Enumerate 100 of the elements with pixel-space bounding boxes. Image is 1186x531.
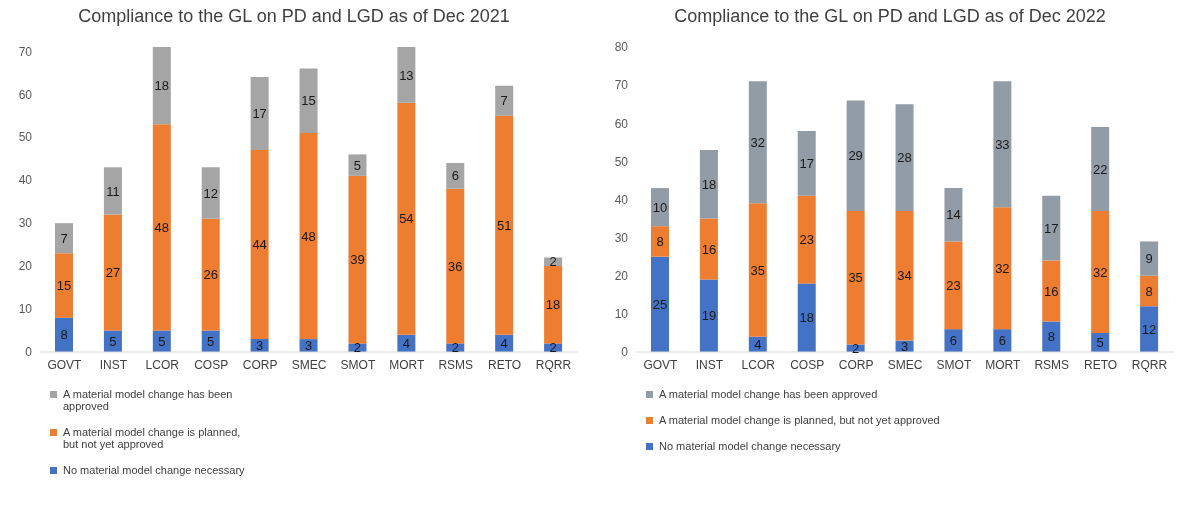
y-tick-label: 40 <box>18 173 33 188</box>
data-label: 8 <box>1145 283 1153 299</box>
data-label: 2 <box>549 340 557 356</box>
legend-label: No material model change necessary <box>63 464 245 476</box>
y-tick-label: 70 <box>18 44 33 59</box>
data-label: 28 <box>897 150 912 166</box>
x-tick-label: RETO <box>1084 357 1118 372</box>
bar <box>993 81 1012 208</box>
data-label: 35 <box>750 262 766 278</box>
data-label: 39 <box>350 252 365 268</box>
y-tick-label: 60 <box>614 116 629 131</box>
y-tick-label: 20 <box>18 259 33 274</box>
x-tick-label: CORP <box>838 357 874 372</box>
bar <box>651 188 669 227</box>
legend-label: A material model change has been approved <box>659 388 878 400</box>
y-tick-label: 60 <box>18 87 33 102</box>
data-label: 32 <box>1092 264 1108 280</box>
bar <box>699 218 718 280</box>
data-label: 4 <box>500 336 508 352</box>
chart-title: Compliance to the GL on PD and LGD as of Dec 2022 <box>673 6 1107 27</box>
bar <box>495 115 514 335</box>
x-tick-label: INST <box>99 357 128 372</box>
bar <box>348 154 367 176</box>
data-label: 12 <box>1141 321 1157 337</box>
x-tick-label: GOVT <box>643 357 679 372</box>
data-label: 7 <box>500 93 508 109</box>
x-tick-label: MORT <box>985 357 1022 372</box>
data-label: 17 <box>1044 220 1059 236</box>
data-label: 32 <box>995 260 1010 276</box>
bar <box>152 124 171 331</box>
data-label: 48 <box>154 220 170 236</box>
bar <box>201 218 220 331</box>
x-tick-label: RQRR <box>535 357 572 372</box>
legend-label: A material model change is planned, but not yet approved <box>63 426 242 450</box>
x-tick-label: MORT <box>389 357 426 372</box>
data-label: 10 <box>652 199 668 215</box>
bar <box>397 47 416 103</box>
data-label: 29 <box>848 148 863 164</box>
x-tick-label: GOVT <box>47 357 83 372</box>
x-tick-label: RSMS <box>438 357 474 372</box>
y-tick-label: 10 <box>614 307 629 322</box>
bar <box>201 167 220 219</box>
x-tick-label: COSP <box>194 357 229 372</box>
bar <box>651 256 669 352</box>
bar <box>846 210 865 345</box>
data-label: 25 <box>652 296 668 312</box>
data-label: 5 <box>158 333 166 349</box>
bar <box>446 188 465 344</box>
data-label: 6 <box>451 168 459 184</box>
data-label: 23 <box>946 277 961 293</box>
chart-title: Compliance to the GL on PD and LGD as of Dec 2021 <box>77 6 511 27</box>
data-label: 3 <box>256 338 264 354</box>
x-tick-label: LCOR <box>741 357 776 372</box>
data-label: 18 <box>545 297 561 313</box>
x-tick-label: COSP <box>790 357 825 372</box>
data-label: 14 <box>946 207 961 223</box>
data-label: 23 <box>799 232 814 248</box>
y-tick-label: 20 <box>614 269 629 284</box>
data-label: 2 <box>451 340 459 356</box>
data-label: 22 <box>1092 161 1108 177</box>
data-label: 6 <box>949 333 958 349</box>
x-tick-label: RQRR <box>1131 357 1168 372</box>
bar <box>797 195 816 284</box>
bar <box>250 150 269 340</box>
y-tick-label: 80 <box>614 40 629 55</box>
bar <box>495 85 514 116</box>
data-label: 18 <box>799 310 814 326</box>
x-tick-label: LCOR <box>145 357 180 372</box>
y-tick-label: 0 <box>25 345 33 360</box>
bar <box>944 188 963 242</box>
bar <box>103 167 122 215</box>
bar <box>299 68 318 133</box>
x-tick-label: RSMS <box>1034 357 1070 372</box>
legend-label: No material model change necessary <box>659 440 841 452</box>
bar <box>299 132 318 340</box>
data-label: 5 <box>207 333 215 349</box>
data-label: 11 <box>106 183 120 199</box>
data-label: 5 <box>109 333 117 349</box>
data-label: 36 <box>448 258 463 274</box>
data-label: 4 <box>402 336 410 352</box>
data-label: 15 <box>301 93 316 109</box>
data-label: 51 <box>496 217 512 233</box>
bar <box>699 149 718 219</box>
x-tick-label: SMOT <box>936 357 972 372</box>
y-tick-label: 40 <box>614 192 629 207</box>
bar <box>446 162 465 189</box>
bar <box>699 279 718 352</box>
y-tick-label: 50 <box>614 154 629 169</box>
data-label: 3 <box>900 338 909 354</box>
data-label: 18 <box>701 176 717 192</box>
y-tick-label: 30 <box>614 230 629 245</box>
bar <box>797 283 816 352</box>
bar <box>152 47 171 125</box>
data-label: 5 <box>1096 335 1104 351</box>
data-label: 34 <box>897 268 912 284</box>
data-label: 7 <box>60 230 68 246</box>
data-label: 8 <box>1047 329 1055 345</box>
bar <box>1140 241 1159 276</box>
bar <box>846 100 865 211</box>
x-tick-label: RETO <box>488 357 522 372</box>
